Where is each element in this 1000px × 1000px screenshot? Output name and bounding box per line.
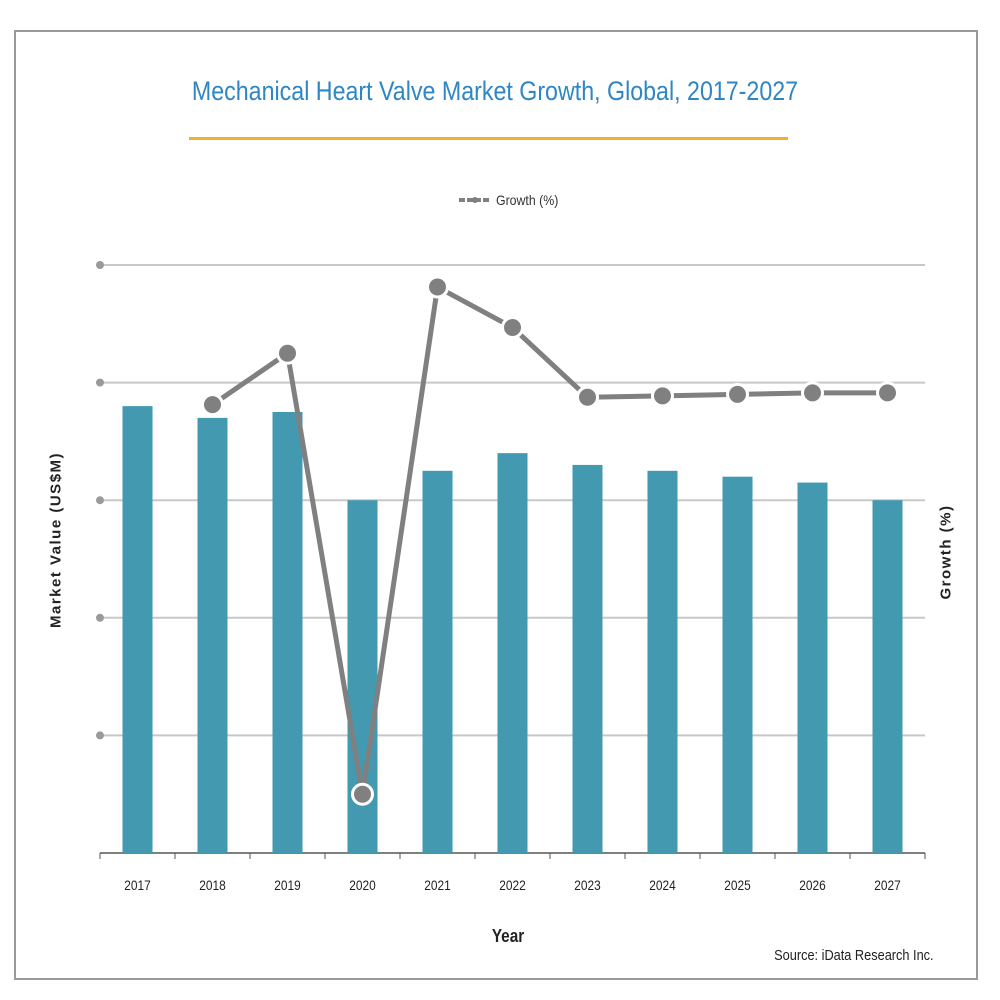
bar xyxy=(722,476,753,853)
x-tick-label: 2027 xyxy=(874,877,900,893)
y-axis-tick-dot xyxy=(96,261,104,269)
x-tick-label: 2017 xyxy=(124,877,150,893)
x-tick-label: 2025 xyxy=(724,877,750,893)
growth-point xyxy=(501,315,524,339)
x-tick-label: 2022 xyxy=(499,877,525,893)
y-axis-tick-dot xyxy=(96,731,104,740)
x-tick-label: 2026 xyxy=(799,877,825,893)
bar xyxy=(647,470,678,853)
y-axis-tick-dot xyxy=(96,378,104,387)
growth-point xyxy=(201,393,224,417)
growth-point xyxy=(351,782,374,806)
bar xyxy=(572,464,603,853)
x-tick-label: 2023 xyxy=(574,877,600,893)
growth-point xyxy=(801,381,824,405)
x-tick-label: 2021 xyxy=(424,877,450,893)
legend-line-marker xyxy=(459,197,491,203)
x-tick-label: 2024 xyxy=(649,877,675,893)
legend: Growth (%) xyxy=(458,190,567,210)
x-tick-label: 2020 xyxy=(349,877,375,893)
y-axis-tick-dot xyxy=(96,613,104,622)
x-tick-label: 2018 xyxy=(199,877,225,893)
y-axis-tick-dot xyxy=(96,496,104,505)
x-axis-title: Year xyxy=(491,926,525,946)
growth-point xyxy=(876,381,899,405)
growth-point xyxy=(276,341,299,365)
source-note: Source: iData Research Inc. xyxy=(774,947,934,964)
bar xyxy=(422,470,453,853)
growth-point xyxy=(426,275,449,299)
bar xyxy=(272,412,303,853)
bar xyxy=(197,417,228,853)
bar xyxy=(872,500,903,853)
chart-title: Mechanical Heart Valve Market Growth, Gl… xyxy=(191,76,799,106)
growth-point xyxy=(576,385,599,409)
growth-point xyxy=(726,382,749,406)
legend-label: Growth (%) xyxy=(496,192,559,208)
bar xyxy=(497,453,528,853)
title-underline xyxy=(189,137,788,140)
bar xyxy=(122,406,153,853)
x-tick-label: 2019 xyxy=(274,877,300,893)
bar xyxy=(797,482,828,853)
growth-point xyxy=(651,384,674,408)
growth-line xyxy=(211,284,888,797)
